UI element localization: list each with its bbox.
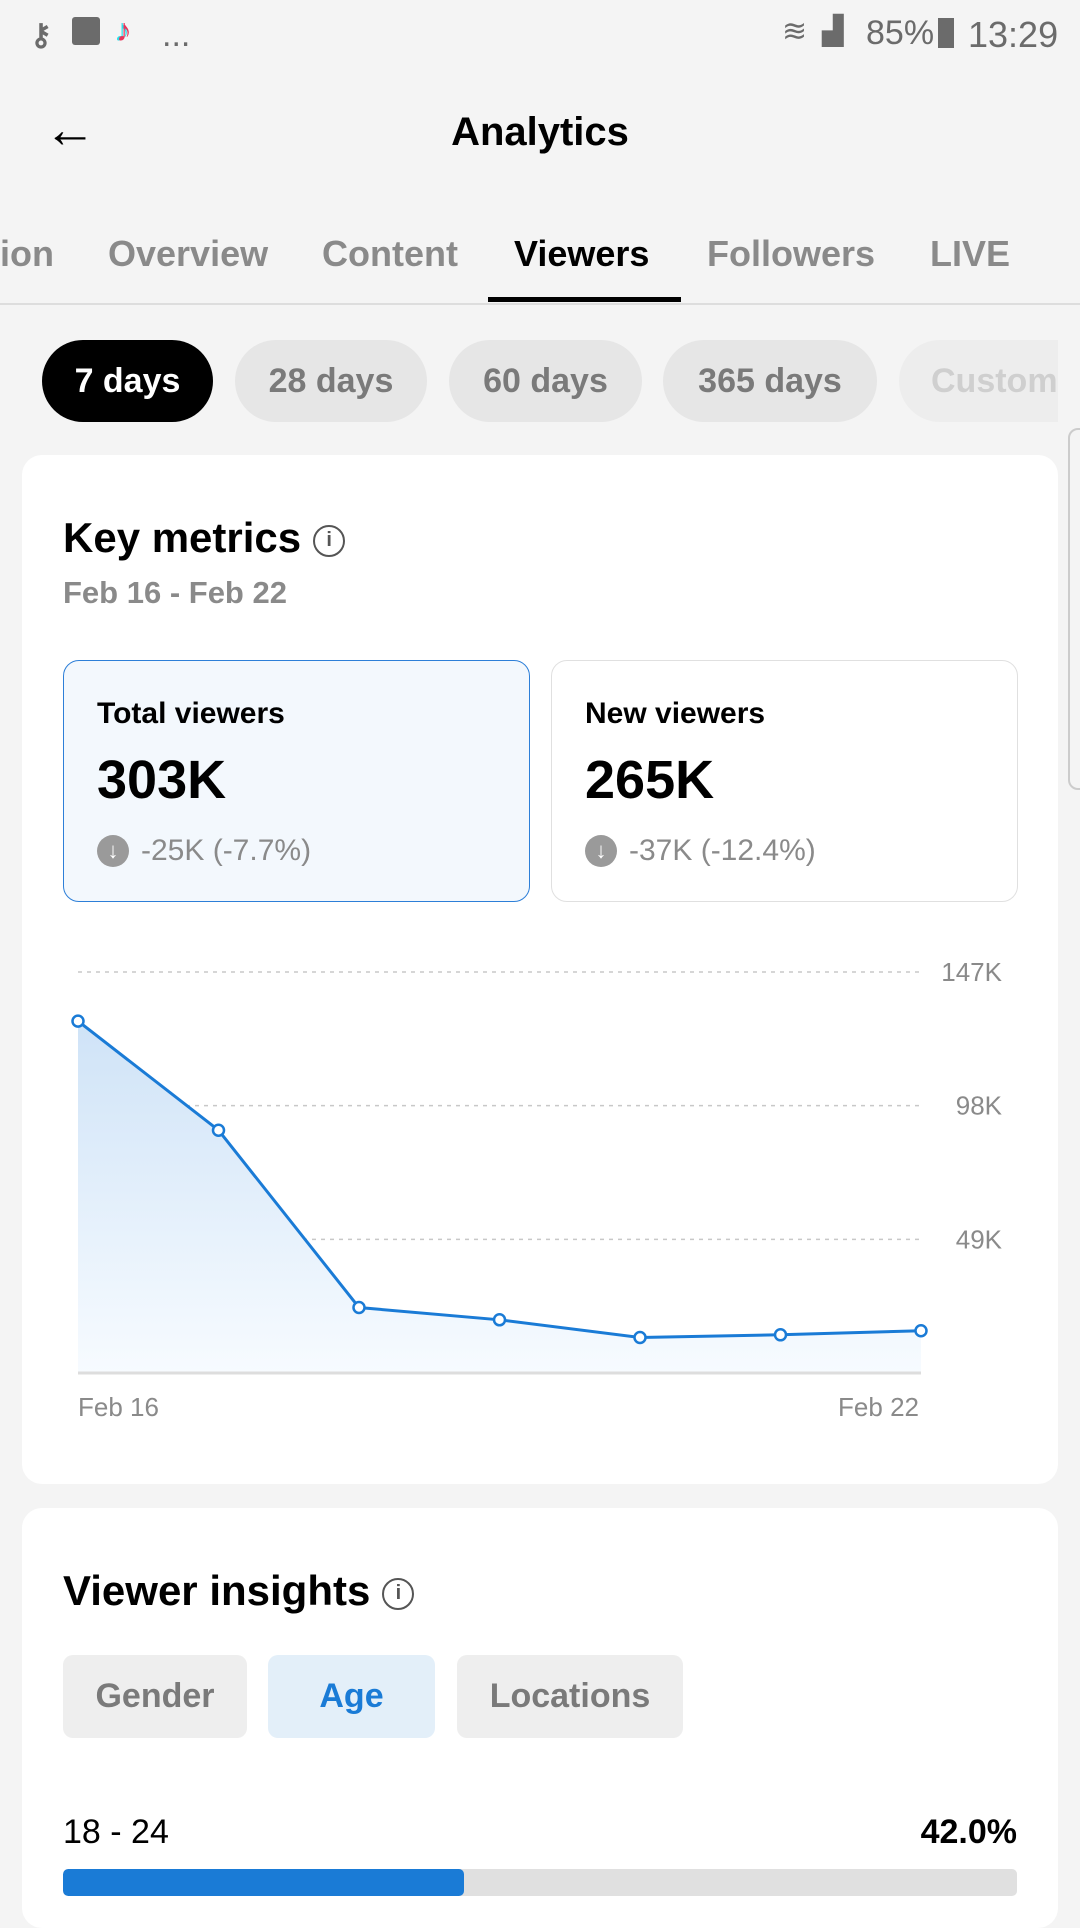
age-progress-fill: [63, 1869, 464, 1896]
data-point[interactable]: [633, 1330, 647, 1345]
metric-value: 265K: [585, 750, 715, 810]
active-tab-indicator: [488, 297, 681, 302]
viewers-chart[interactable]: 147K 98K 49K Feb 16 Feb 22: [0, 0, 1080, 1480]
range-custom[interactable]: Custom: [899, 340, 1058, 422]
metric-value: 303K: [97, 750, 227, 810]
insight-tab-age[interactable]: Age: [268, 1655, 435, 1738]
range-365-days[interactable]: 365 days: [663, 340, 877, 422]
tab-live[interactable]: LIVE: [930, 233, 1011, 274]
x-tick-label: Feb 16: [78, 1392, 159, 1422]
tab-viewers[interactable]: Viewers: [514, 233, 650, 274]
metric-new-viewers[interactable]: New viewers 265K ↓ -37K (-12.4%): [551, 660, 1018, 902]
data-point[interactable]: [352, 1300, 366, 1315]
status-bar: ⚷ ♪ ... ≋ ▟ 85% 13:29: [0, 0, 1080, 70]
y-tick-label: 49K: [956, 1224, 1003, 1254]
clock: 13:29: [968, 14, 1059, 55]
back-arrow-icon[interactable]: ←: [44, 101, 96, 159]
range-28-days[interactable]: 28 days: [235, 340, 427, 422]
data-point[interactable]: [914, 1323, 928, 1338]
y-tick-label: 98K: [956, 1091, 1003, 1121]
data-point[interactable]: [211, 1123, 226, 1137]
metric-label: New viewers: [585, 697, 766, 730]
metric-total-viewers[interactable]: Total viewers 303K ↓ -25K (-7.7%): [63, 660, 530, 902]
insight-tab-gender[interactable]: Gender: [63, 1655, 247, 1738]
battery-percent: 85%: [866, 14, 935, 52]
analytics-tabs: ion Overview Content Viewers Followers L…: [0, 215, 1080, 305]
age-progress-bar: [63, 1869, 1017, 1896]
wifi-icon: ≋: [782, 15, 808, 48]
arrow-down-icon: ↓: [585, 835, 617, 867]
data-point[interactable]: [773, 1328, 788, 1342]
more-notifications: ...: [162, 16, 191, 54]
tab-content[interactable]: Content: [322, 233, 458, 274]
image-icon: [72, 17, 100, 45]
age-range-label: 18 - 24: [63, 1813, 169, 1851]
age-range-percent: 42.0%: [920, 1813, 1017, 1851]
metric-delta: -37K (-12.4%): [629, 834, 816, 867]
viewer-insights-title: Viewer insights: [63, 1567, 371, 1614]
range-60-days[interactable]: 60 days: [449, 340, 642, 422]
scroll-indicator[interactable]: [1068, 428, 1080, 790]
y-tick-label: 147K: [941, 957, 1002, 987]
range-7-days[interactable]: 7 days: [42, 340, 213, 422]
tab-followers[interactable]: Followers: [707, 233, 876, 274]
metric-label: Total viewers: [97, 697, 285, 730]
x-tick-label: Feb 22: [838, 1392, 919, 1422]
chart-area-fill: [78, 1021, 921, 1373]
arrow-down-icon: ↓: [97, 835, 129, 867]
viewer-insights-heading: Viewer insights i: [63, 1567, 415, 1615]
key-icon: ⚷: [30, 19, 52, 52]
metric-delta: -25K (-7.7%): [141, 834, 312, 867]
data-point[interactable]: [492, 1313, 507, 1327]
battery-icon: [938, 18, 954, 48]
key-metrics-heading: Key metrics i: [63, 514, 346, 562]
signal-icon: ▟: [822, 15, 844, 46]
tab-overview[interactable]: Overview: [108, 233, 269, 274]
insight-tab-locations[interactable]: Locations: [457, 1655, 683, 1738]
date-range: Feb 16 - Feb 22: [63, 575, 287, 610]
key-metrics-title: Key metrics: [63, 514, 302, 561]
info-icon[interactable]: i: [313, 524, 346, 557]
info-icon[interactable]: i: [382, 1577, 415, 1610]
tab-promotion[interactable]: ion: [0, 233, 54, 274]
data-point[interactable]: [71, 1014, 85, 1028]
tiktok-icon: ♪: [116, 12, 132, 48]
page-title: Analytics: [451, 110, 629, 154]
